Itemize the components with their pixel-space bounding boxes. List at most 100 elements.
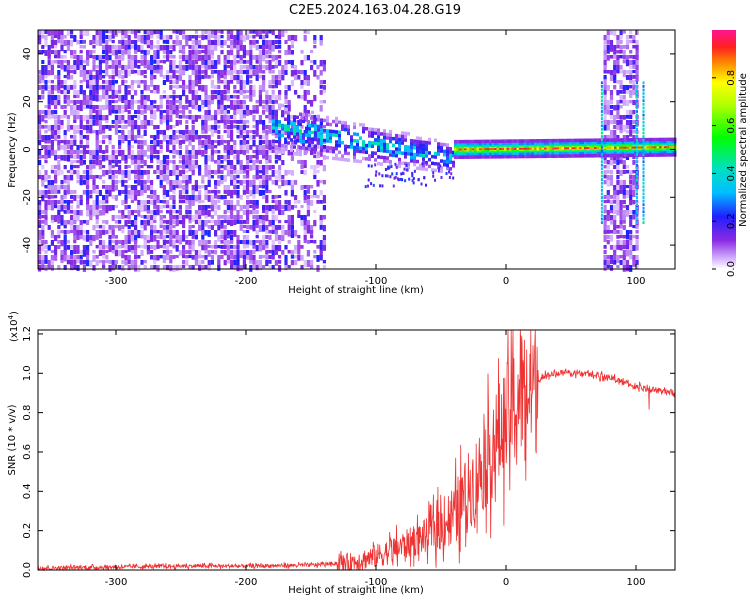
heatmap-noise-cell (182, 250, 186, 256)
heatmap-noise-cell (130, 160, 134, 165)
heatmap-noise-cell (156, 135, 160, 140)
heatmap-signal-cell (323, 118, 326, 123)
heatmap-noise-cell (239, 240, 243, 244)
heatmap-noise-cell (188, 150, 192, 155)
heatmap-noise-cell (258, 140, 262, 146)
heatmap-noise-cell (146, 165, 150, 169)
heatmap-noise-cell (619, 180, 623, 185)
heatmap-noise-cell (140, 120, 144, 126)
heatmap-signal-cell (275, 119, 278, 124)
heatmap-noise-cell (319, 125, 323, 130)
heatmap-noise-cell (271, 45, 275, 52)
spectrogram-y-tick-label: -20 (22, 189, 33, 205)
heatmap-noise-cell (130, 70, 134, 74)
heatmap-noise-cell (210, 60, 214, 67)
heatmap-noise-cell (182, 265, 186, 269)
heatmap-noise-cell (159, 130, 163, 135)
heatmap-noise-cell (172, 125, 176, 129)
heatmap-noise-cell (137, 235, 141, 239)
heatmap-noise-cell (194, 165, 198, 169)
heatmap-noise-cell (258, 240, 262, 246)
heatmap-noise-cell (303, 220, 307, 226)
heatmap-signal-cell (413, 146, 416, 150)
heatmap-noise-cell (98, 210, 102, 216)
heatmap-noise-cell (76, 65, 80, 70)
heatmap-noise-cell (236, 130, 240, 134)
heatmap-noise-cell (220, 115, 224, 122)
heatmap-noise-cell (137, 145, 141, 150)
heatmap-noise-cell (619, 35, 623, 40)
heatmap-noise-cell (156, 265, 160, 272)
heatmap-noise-cell (111, 110, 115, 114)
heatmap-noise-cell (316, 200, 320, 204)
heatmap-noise-cell (98, 205, 102, 209)
heatmap-noise-cell (242, 220, 246, 224)
heatmap-noise-cell (616, 175, 620, 180)
heatmap-carrier-cell (636, 135, 638, 138)
heatmap-noise-cell (278, 35, 282, 40)
heatmap-noise-cell (70, 265, 74, 271)
heatmap-noise-cell (175, 245, 179, 252)
heatmap-noise-cell (124, 190, 128, 195)
heatmap-noise-cell (143, 120, 147, 125)
heatmap-noise-cell (98, 105, 102, 111)
heatmap-noise-cell (175, 70, 179, 74)
heatmap-noise-cell (201, 35, 205, 41)
heatmap-signal-cell (389, 153, 392, 157)
heatmap-noise-cell (246, 70, 250, 75)
heatmap-noise-cell (57, 60, 61, 65)
heatmap-noise-cell (271, 205, 275, 210)
heatmap-noise-cell (322, 235, 326, 241)
heatmap-noise-cell (150, 60, 154, 66)
heatmap-noise-cell (603, 250, 607, 255)
heatmap-noise-cell (47, 190, 51, 195)
heatmap-noise-cell (236, 110, 240, 115)
heatmap-signal-cell (425, 167, 428, 172)
heatmap-noise-cell (166, 100, 170, 105)
heatmap-noise-cell (609, 230, 614, 234)
heatmap-noise-cell (290, 140, 294, 145)
heatmap-noise-cell (632, 35, 636, 40)
heatmap-carrier-cell (469, 148, 472, 151)
heatmap-noise-cell (82, 160, 86, 165)
heatmap-noise-cell (613, 225, 617, 232)
heatmap-noise-cell (622, 85, 626, 91)
heatmap-noise-cell (118, 250, 122, 257)
heatmap-noise-cell (230, 250, 234, 256)
heatmap-noise-cell (127, 170, 131, 176)
heatmap-noise-cell (319, 225, 323, 230)
heatmap-signal-cell (446, 166, 449, 171)
heatmap-noise-cell (143, 30, 147, 35)
heatmap-noise-cell (629, 115, 633, 119)
heatmap-signal-cell (437, 162, 440, 166)
heatmap-noise-cell (86, 120, 90, 125)
heatmap-noise-cell (207, 65, 211, 70)
heatmap-signal-cell (353, 149, 356, 153)
heatmap-noise-cell (226, 160, 230, 166)
heatmap-noise-cell (143, 160, 147, 166)
heatmap-noise-cell (150, 75, 154, 81)
heatmap-signal-cell (419, 143, 422, 147)
heatmap-noise-cell (38, 265, 42, 272)
heatmap-noise-cell (252, 115, 256, 122)
heatmap-noise-cell (86, 55, 90, 62)
heatmap-carrier-cell (541, 147, 544, 150)
snr-x-label: Height of straight line (km) (288, 585, 424, 596)
heatmap-noise-cell (47, 70, 51, 76)
heatmap-noise-cell (201, 200, 205, 203)
heatmap-noise-cell (287, 170, 291, 175)
heatmap-noise-cell (230, 100, 234, 106)
heatmap-signal-cell (440, 149, 443, 153)
heatmap-noise-cell (625, 165, 630, 169)
snr-y-tick-label: 0.6 (22, 444, 33, 460)
snr-y-ticks: 0.00.20.40.60.81.01.2 (22, 326, 675, 578)
heatmap-signal-cell (403, 167, 406, 171)
heatmap-signal-cell (448, 170, 451, 174)
heatmap-noise-cell (239, 195, 243, 200)
heatmap-noise-cell (625, 210, 630, 217)
heatmap-signal-cell (428, 157, 431, 162)
heatmap-noise-cell (140, 260, 144, 265)
heatmap-noise-cell (258, 150, 262, 155)
heatmap-noise-cell (233, 140, 237, 147)
heatmap-noise-cell (41, 180, 45, 187)
